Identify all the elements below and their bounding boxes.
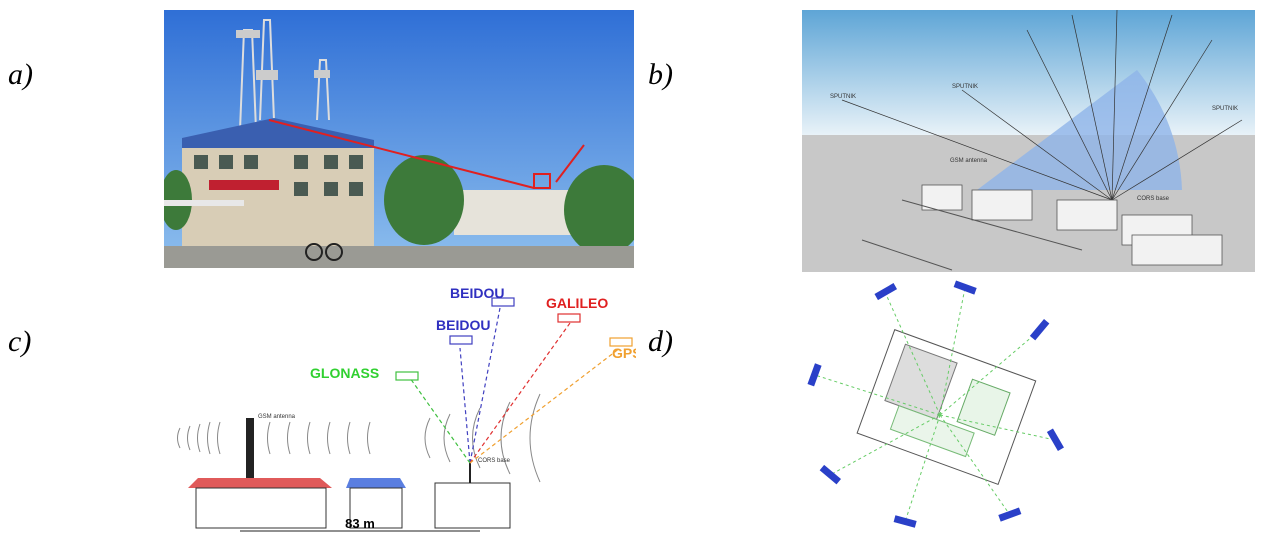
satellite-label: BEIDOU bbox=[436, 317, 490, 333]
plan-panel bbox=[800, 280, 1075, 535]
annotation: CORS base bbox=[1137, 196, 1170, 202]
satellite-label: GPS bbox=[612, 345, 636, 361]
panel-label: a) bbox=[8, 58, 33, 92]
panel-label: b) bbox=[648, 58, 673, 92]
annotation: CORS base bbox=[478, 458, 511, 464]
annotation: GSM antenna bbox=[950, 158, 988, 164]
annotation: SPUTNIK bbox=[952, 84, 978, 90]
distance-label: 83 m bbox=[345, 516, 375, 531]
satellite-label: BEIDOU bbox=[450, 285, 504, 301]
photo-panel bbox=[164, 10, 634, 268]
render-panel: SPUTNIK SPUTNIK SPUTNIK GSM antenna CORS… bbox=[802, 10, 1255, 272]
figure-page: {"panels": [ {"label": "a)"}, {"label": … bbox=[0, 0, 1261, 535]
satellite-label: GALILEO bbox=[546, 295, 608, 311]
annotation: GSM antenna bbox=[258, 414, 296, 420]
panel-label: c) bbox=[8, 325, 31, 359]
panel-label: d) bbox=[648, 325, 673, 359]
annotation: SPUTNIK bbox=[1212, 106, 1238, 112]
annotation: SPUTNIK bbox=[830, 94, 856, 100]
diagram-panel: BEIDOU BEIDOU GALILEO GLONASS GPS GSM an… bbox=[160, 278, 636, 535]
satellite-label: GLONASS bbox=[310, 365, 379, 381]
